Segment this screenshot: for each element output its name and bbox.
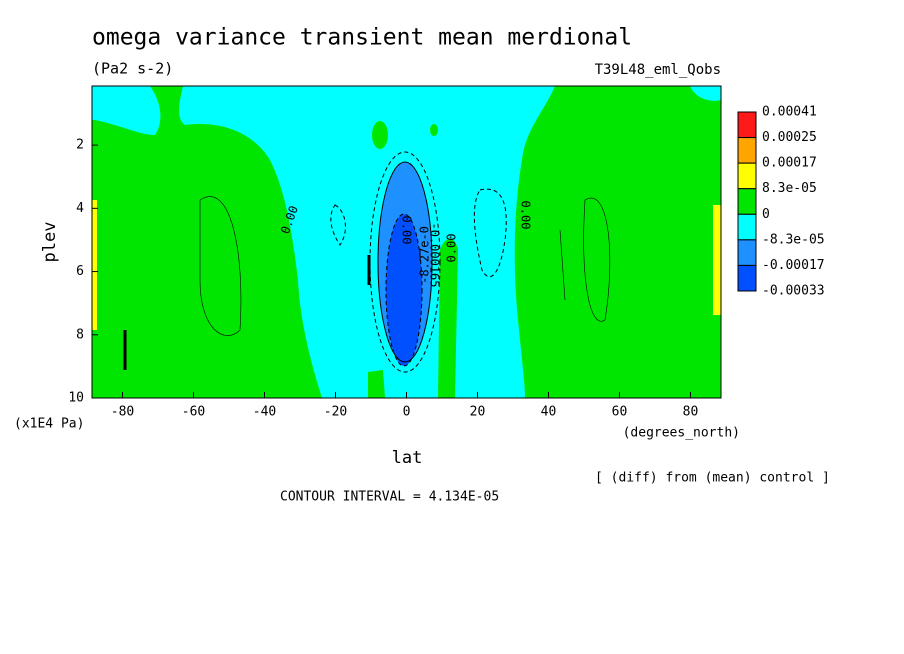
note: [ (diff) from (mean) control ]: [595, 471, 830, 486]
y-tick-label: 8: [76, 327, 84, 342]
subtitle: (Pa2 s-2): [92, 60, 173, 78]
colorbar-box: [737, 188, 757, 215]
colorbar-label: -0.00033: [762, 284, 825, 299]
contour-label: 0.00: [519, 201, 533, 230]
dataset: T39L48_eml_Qobs: [595, 62, 721, 78]
x-tick-label: -20: [324, 405, 347, 420]
x-tick-label: 60: [612, 405, 628, 420]
x-tick-label: -40: [253, 405, 276, 420]
band-region: [713, 205, 721, 315]
y-axis-label: plev: [40, 222, 60, 263]
x-tick-label: 20: [470, 405, 486, 420]
band-region: [690, 86, 721, 101]
colorbar-label: 0.00025: [762, 130, 817, 145]
x-tick-label: 40: [541, 405, 557, 420]
contour-label: 0.00: [400, 216, 414, 245]
band-region: [386, 214, 422, 366]
colorbar-box: [737, 111, 757, 139]
colorbar-box: [737, 264, 757, 292]
chart-title: omega variance transient mean merdional: [92, 25, 632, 51]
x-tick-label: 80: [683, 405, 699, 420]
colorbar-label: -0.00017: [762, 258, 825, 273]
x-axis-units: (degrees_north): [623, 426, 740, 441]
colorbar-box: [737, 213, 757, 241]
contour-label: -0.000165: [428, 222, 442, 287]
y-tick-label: 10: [68, 391, 84, 406]
colorbar-label: 0.00017: [762, 156, 817, 171]
band-region: [372, 121, 388, 149]
contour-fields: [92, 86, 721, 398]
colorbar-label: 0.00041: [762, 105, 817, 120]
colorbar-box: [737, 162, 757, 190]
contour-lines: [199, 151, 611, 373]
colorbar-label: -8.3e-05: [762, 232, 825, 247]
y-axis-units: (x1E4 Pa): [14, 417, 84, 432]
y-tick-label: 6: [76, 264, 84, 279]
colorbar-box: [737, 239, 757, 266]
band-region: [430, 124, 438, 136]
band-region: [438, 238, 458, 398]
colorbar-label: 0: [762, 207, 770, 222]
band-region: [92, 86, 161, 135]
band-region: [92, 200, 97, 330]
x-tick-label: -60: [182, 405, 205, 420]
x-tick-label: 0: [403, 405, 411, 420]
colorbar-label: 8.3e-05: [762, 181, 817, 196]
y-tick-label: 2: [76, 138, 84, 153]
y-tick-label: 4: [76, 201, 84, 216]
contour-label: -8.27e-0: [418, 226, 432, 284]
contour-interval: CONTOUR INTERVAL = 4.134E-05: [280, 490, 499, 505]
colorbar-box: [737, 137, 757, 164]
x-axis-label: lat: [392, 448, 423, 468]
x-tick-label: -80: [111, 405, 134, 420]
contour-label: 0.00: [445, 234, 459, 263]
